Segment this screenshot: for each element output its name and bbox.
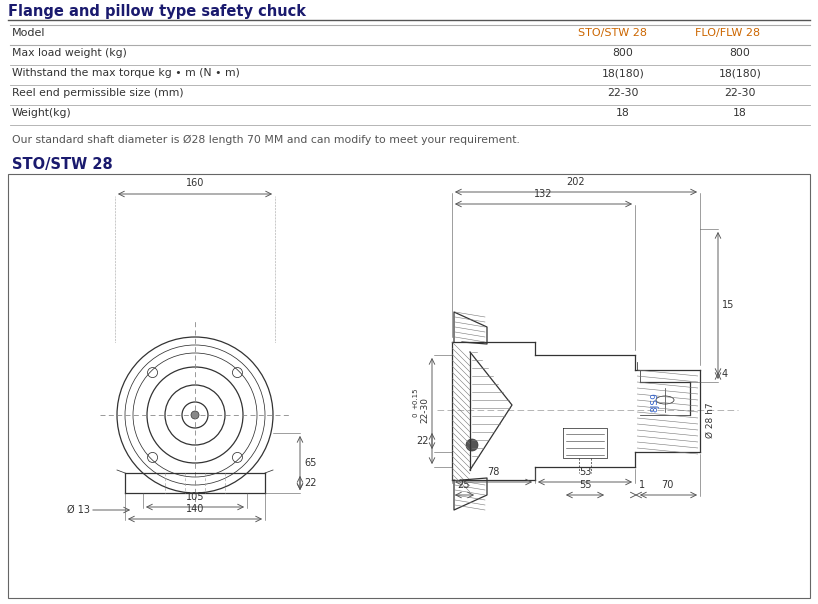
Text: 140: 140 — [186, 504, 204, 514]
Text: Model: Model — [12, 28, 46, 38]
Text: 25: 25 — [458, 480, 470, 490]
Text: 53: 53 — [579, 467, 591, 477]
Circle shape — [191, 411, 199, 419]
Text: 22-30: 22-30 — [607, 88, 639, 98]
Text: Reel end permissible size (mm): Reel end permissible size (mm) — [12, 88, 183, 98]
Text: STO/STW 28: STO/STW 28 — [12, 157, 113, 172]
Text: 800: 800 — [730, 48, 750, 58]
Text: Withstand the max torque kg • m (N • m): Withstand the max torque kg • m (N • m) — [12, 68, 240, 78]
Text: 18: 18 — [616, 108, 630, 118]
Text: 132: 132 — [534, 189, 553, 199]
Text: Flange and pillow type safety chuck: Flange and pillow type safety chuck — [8, 4, 306, 19]
Text: 18: 18 — [733, 108, 747, 118]
Text: 4: 4 — [722, 369, 728, 379]
Text: Weight(kg): Weight(kg) — [12, 108, 72, 118]
Text: 55: 55 — [579, 480, 591, 490]
Text: 65: 65 — [304, 458, 317, 468]
Text: 78: 78 — [488, 467, 500, 477]
Text: 202: 202 — [567, 177, 586, 187]
Text: 160: 160 — [186, 178, 204, 188]
Text: 18(180): 18(180) — [718, 68, 762, 78]
Text: 800: 800 — [613, 48, 633, 58]
Text: 18(180): 18(180) — [601, 68, 645, 78]
Text: 22-30: 22-30 — [420, 397, 429, 423]
Text: 22: 22 — [304, 478, 317, 488]
Text: 15: 15 — [722, 301, 735, 310]
Text: 0: 0 — [412, 413, 418, 417]
Text: Ø 13: Ø 13 — [67, 505, 90, 515]
Text: 22: 22 — [416, 436, 429, 446]
Text: +0.15: +0.15 — [412, 387, 418, 409]
Text: Ø 28 h7: Ø 28 h7 — [706, 402, 715, 438]
Text: 70: 70 — [661, 480, 674, 490]
Text: STO/STW 28: STO/STW 28 — [578, 28, 647, 38]
Text: 8JS9: 8JS9 — [650, 392, 659, 412]
Text: 1: 1 — [639, 480, 645, 490]
Text: FLO/FLW 28: FLO/FLW 28 — [695, 28, 760, 38]
Text: Max load weight (kg): Max load weight (kg) — [12, 48, 127, 58]
Text: 22-30: 22-30 — [724, 88, 756, 98]
Bar — [8, 174, 810, 598]
Text: Our standard shaft diameter is Ø28 length 70 MM and can modify to meet your requ: Our standard shaft diameter is Ø28 lengt… — [12, 135, 520, 145]
Text: 105: 105 — [186, 492, 204, 502]
Circle shape — [466, 439, 478, 451]
